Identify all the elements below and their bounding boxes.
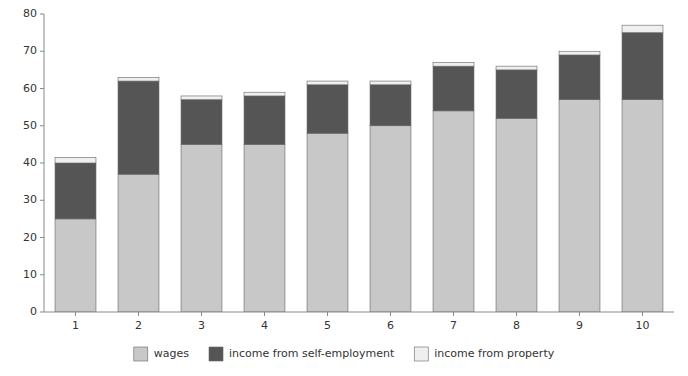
bar-segment — [370, 81, 411, 85]
bar-segment — [181, 144, 222, 312]
legend-label: income from property — [434, 347, 554, 360]
bar-segment — [433, 62, 474, 66]
x-tick — [327, 312, 328, 316]
x-tick-label: 9 — [576, 319, 583, 332]
x-tick-label: 1 — [72, 319, 79, 332]
bar-segment — [559, 51, 600, 55]
y-tick — [40, 14, 44, 15]
y-tick — [40, 237, 44, 238]
legend-label: wages — [154, 347, 189, 360]
bar-segment — [496, 66, 537, 70]
legend-label: income from self-employment — [229, 347, 395, 360]
x-tick-label: 7 — [450, 319, 457, 332]
bar-segment — [55, 219, 96, 312]
bar-segment — [496, 118, 537, 312]
legend-swatch — [209, 347, 223, 361]
x-tick-label: 3 — [198, 319, 205, 332]
bar-segment — [559, 55, 600, 100]
x-tick-label: 2 — [135, 319, 142, 332]
legend-swatch — [134, 347, 148, 361]
bar-segment — [496, 70, 537, 118]
x-tick — [390, 312, 391, 316]
bar-segment — [181, 100, 222, 145]
y-tick-label: 70 — [23, 44, 37, 57]
bar-segment — [433, 111, 474, 312]
y-tick — [40, 88, 44, 89]
y-tick — [40, 163, 44, 164]
bar-segment — [181, 96, 222, 100]
bar-segment — [307, 85, 348, 133]
bar-segment — [55, 163, 96, 219]
y-tick — [40, 125, 44, 126]
bar-segment — [559, 100, 600, 312]
x-tick-label: 5 — [324, 319, 331, 332]
x-tick — [453, 312, 454, 316]
x-tick — [75, 312, 76, 316]
x-tick — [138, 312, 139, 316]
y-tick — [40, 274, 44, 275]
bar-segment — [244, 96, 285, 144]
y-tick-label: 60 — [23, 82, 37, 95]
bar-segment — [622, 25, 663, 32]
bar-segment — [307, 81, 348, 85]
bar-segment — [244, 92, 285, 96]
legend: wages income from self-employment income f… — [134, 347, 555, 361]
chart-container: 0 10 20 30 40 50 60 70 80 1 2 3 4 5 6 7 8 9 10 wages income … — [0, 0, 688, 376]
x-tick — [201, 312, 202, 316]
y-tick-label: 40 — [23, 156, 37, 169]
x-tick-label: 8 — [513, 319, 520, 332]
bar-segment — [118, 77, 159, 81]
bar-segment — [55, 157, 96, 163]
y-tick — [40, 51, 44, 52]
bar-segment — [622, 100, 663, 312]
y-tick-label: 30 — [23, 193, 37, 206]
y-tick — [40, 312, 44, 313]
legend-swatch — [414, 347, 428, 361]
x-tick — [516, 312, 517, 316]
y-tick-label: 0 — [30, 305, 37, 318]
bar-segment — [622, 33, 663, 100]
bar-segment — [370, 85, 411, 126]
y-tick-label: 80 — [23, 7, 37, 20]
bar-segment — [433, 66, 474, 111]
y-tick-label: 10 — [23, 268, 37, 281]
x-tick — [642, 312, 643, 316]
chart-svg: 0 10 20 30 40 50 60 70 80 1 2 3 4 5 6 7 8 9 10 wages income … — [0, 0, 688, 376]
x-tick — [579, 312, 580, 316]
x-tick-label: 4 — [261, 319, 268, 332]
bar-segment — [118, 174, 159, 312]
y-tick-label: 50 — [23, 119, 37, 132]
x-tick-label: 6 — [387, 319, 394, 332]
bars — [55, 25, 663, 312]
bar-segment — [244, 144, 285, 312]
bar-segment — [307, 133, 348, 312]
x-tick — [264, 312, 265, 316]
y-tick — [40, 200, 44, 201]
bar-segment — [118, 81, 159, 174]
y-tick-label: 20 — [23, 231, 37, 244]
bar-segment — [370, 126, 411, 312]
x-tick-label: 10 — [636, 319, 650, 332]
